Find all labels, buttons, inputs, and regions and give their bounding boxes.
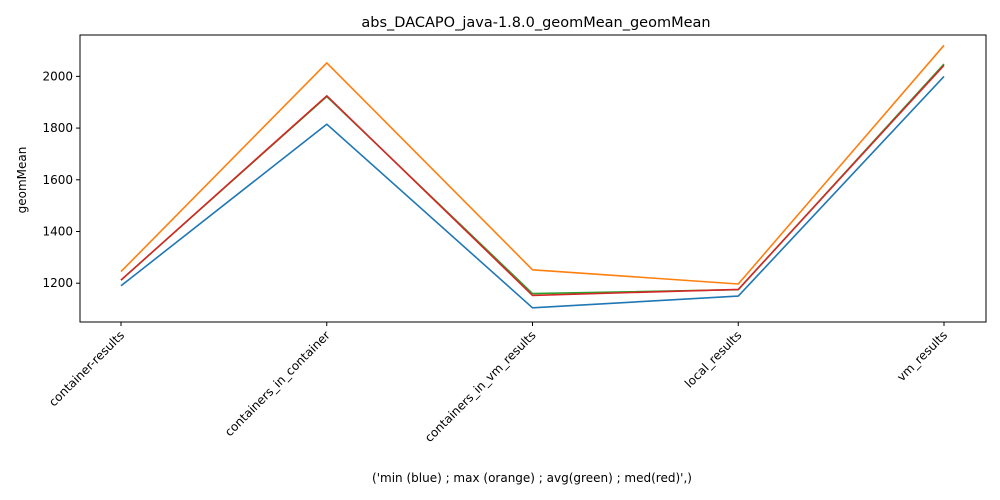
- series-line-0: [120, 75, 945, 309]
- y-tick-label: 1800: [42, 121, 73, 135]
- chart-title: abs_DACAPO_java-1.8.0_geomMean_geomMean: [361, 15, 710, 31]
- y-tick-label: 1400: [42, 225, 73, 239]
- y-tick-label: 2000: [42, 69, 73, 83]
- y-axis-label: geomMean: [15, 147, 29, 214]
- y-tick-label: 1200: [42, 276, 73, 290]
- series-line-3: [120, 64, 945, 297]
- series-line-1: [120, 44, 945, 285]
- y-tick-label: 1600: [42, 173, 73, 187]
- series-layer: [120, 44, 945, 309]
- x-axis-label: ('min (blue) ; max (orange) ; avg(green)…: [372, 471, 692, 485]
